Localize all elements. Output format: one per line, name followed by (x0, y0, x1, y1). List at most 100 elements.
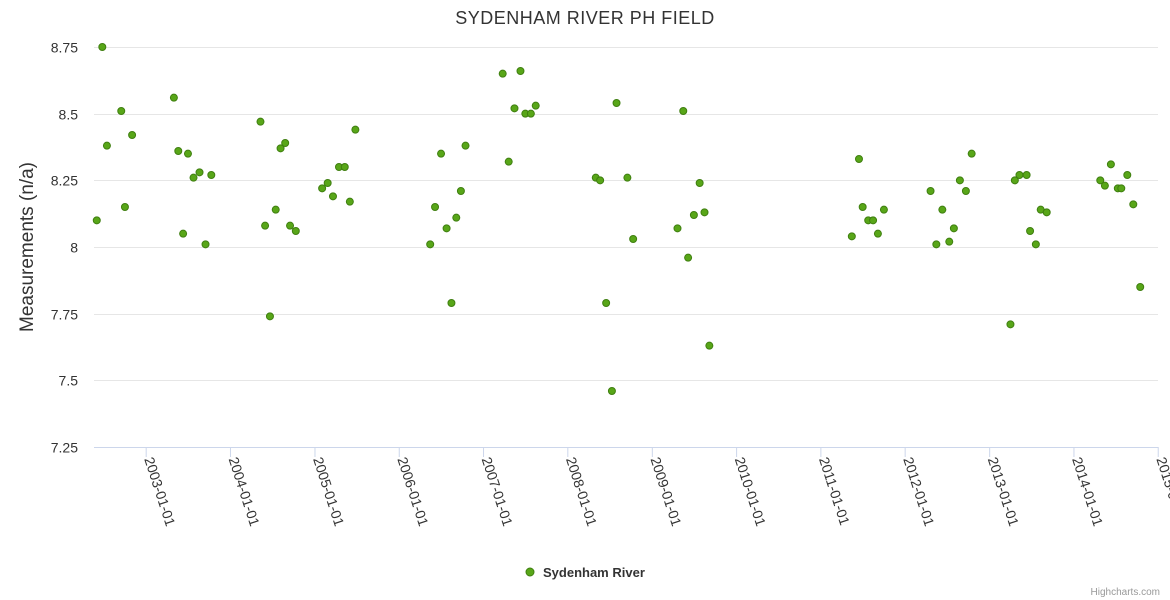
x-tick-label: 2006-01-01 (394, 455, 431, 528)
data-point[interactable] (602, 299, 611, 307)
data-point[interactable] (1010, 176, 1019, 185)
x-tick-label: 2011-01-01 (816, 455, 853, 527)
y-tick-label: 7.5 (59, 373, 79, 389)
data-point[interactable] (516, 67, 525, 75)
legend-marker (525, 567, 535, 577)
data-point[interactable] (256, 117, 265, 126)
data-point[interactable] (117, 107, 126, 115)
data-point[interactable] (858, 203, 867, 211)
data-point[interactable] (318, 184, 327, 193)
data-point[interactable] (179, 229, 188, 238)
x-tick-label: 2008-01-01 (563, 455, 600, 528)
data-point[interactable] (700, 208, 709, 217)
legend[interactable]: Sydenham River (525, 565, 645, 580)
data-point[interactable] (1022, 171, 1031, 179)
data-point[interactable] (1117, 184, 1126, 193)
x-tick-label: 2012-01-01 (900, 455, 937, 528)
data-point[interactable] (286, 221, 295, 230)
data-point[interactable] (689, 211, 698, 219)
data-point[interactable] (955, 176, 964, 185)
data-point[interactable] (938, 205, 947, 214)
data-point[interactable] (673, 224, 682, 233)
data-point[interactable] (945, 237, 954, 246)
data-point[interactable] (201, 240, 210, 249)
legend-item-label[interactable]: Sydenham River (543, 565, 645, 580)
data-point[interactable] (1100, 181, 1109, 190)
data-point[interactable] (1031, 240, 1040, 249)
data-point[interactable] (854, 155, 863, 163)
grid-lines (94, 47, 1158, 381)
data-point[interactable] (261, 221, 270, 230)
data-point[interactable] (431, 203, 440, 211)
data-point[interactable] (328, 192, 337, 201)
data-point[interactable] (695, 179, 704, 187)
data-point[interactable] (447, 299, 456, 307)
data-point[interactable] (437, 149, 446, 158)
data-point[interactable] (1123, 171, 1132, 179)
data-point[interactable] (1015, 171, 1024, 179)
data-point[interactable] (169, 93, 178, 102)
data-point[interactable] (1026, 227, 1035, 235)
data-point[interactable] (498, 69, 507, 78)
data-point[interactable] (345, 197, 354, 206)
data-point[interactable] (705, 341, 714, 350)
data-point[interactable] (92, 216, 101, 225)
data-point[interactable] (128, 131, 137, 139)
data-point[interactable] (1096, 176, 1105, 185)
data-point[interactable] (961, 187, 970, 195)
data-point[interactable] (623, 173, 632, 182)
data-point[interactable] (351, 125, 360, 134)
x-tick-label: 2015-01-01 (1153, 455, 1170, 528)
data-point[interactable] (1136, 283, 1145, 291)
y-tick-label: 7.75 (51, 307, 78, 323)
data-point[interactable] (323, 179, 332, 187)
data-point[interactable] (967, 149, 976, 158)
data-point[interactable] (102, 141, 111, 150)
credits-link[interactable]: Highcharts.com (1091, 587, 1160, 598)
data-point[interactable] (932, 240, 941, 249)
data-point[interactable] (340, 163, 349, 171)
data-point[interactable] (189, 173, 198, 182)
data-point[interactable] (281, 139, 290, 147)
data-point[interactable] (461, 141, 470, 150)
data-point[interactable] (926, 187, 935, 195)
data-point[interactable] (607, 387, 616, 395)
data-point[interactable] (174, 147, 183, 155)
data-point[interactable] (183, 149, 192, 158)
data-point[interactable] (120, 203, 129, 211)
data-point[interactable] (452, 213, 461, 222)
data-point[interactable] (1129, 200, 1138, 209)
data-point[interactable] (98, 43, 107, 51)
data-point[interactable] (873, 229, 882, 238)
y-tick-label: 7.25 (51, 440, 78, 456)
data-point[interactable] (265, 312, 274, 321)
x-tick-label: 2007-01-01 (479, 455, 516, 528)
data-point[interactable] (949, 224, 958, 233)
data-point[interactable] (195, 168, 204, 177)
data-point[interactable] (879, 205, 888, 214)
data-point[interactable] (510, 104, 519, 113)
data-point[interactable] (684, 253, 693, 262)
y-tick-label: 8 (70, 240, 78, 256)
data-point[interactable] (526, 109, 535, 118)
data-point[interactable] (847, 232, 856, 241)
data-point[interactable] (612, 99, 621, 107)
data-point[interactable] (629, 235, 638, 243)
data-point[interactable] (869, 216, 878, 225)
data-point[interactable] (442, 224, 451, 233)
y-tick-label: 8.25 (51, 173, 78, 189)
data-point[interactable] (426, 240, 435, 249)
data-point[interactable] (276, 144, 285, 153)
chart-title: SYDENHAM RIVER PH FIELD (455, 8, 715, 28)
data-point[interactable] (1106, 160, 1115, 169)
data-point[interactable] (271, 205, 280, 214)
data-point[interactable] (596, 176, 605, 185)
data-point[interactable] (456, 187, 465, 195)
data-point[interactable] (1042, 208, 1051, 217)
data-point[interactable] (531, 101, 540, 110)
data-point[interactable] (1006, 320, 1015, 329)
data-point[interactable] (291, 227, 300, 235)
data-point[interactable] (504, 157, 513, 166)
data-point[interactable] (207, 171, 216, 179)
data-point[interactable] (679, 107, 688, 115)
